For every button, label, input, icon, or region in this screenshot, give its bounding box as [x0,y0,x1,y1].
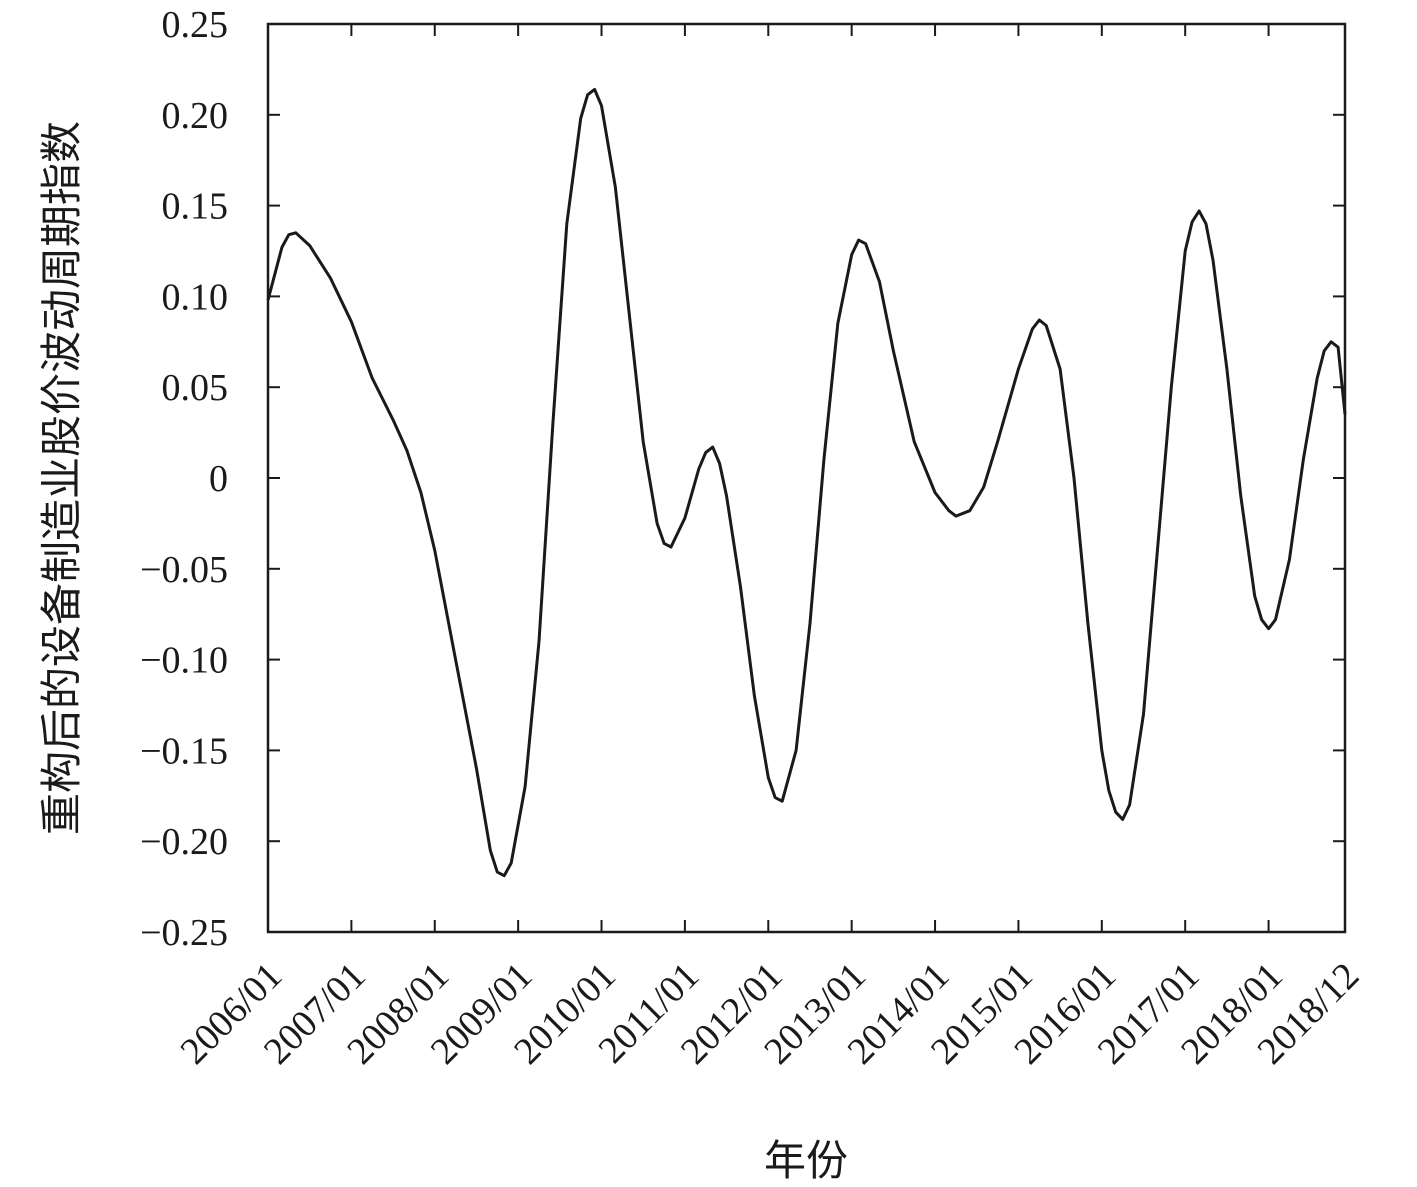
ticks-layer [267,23,1346,933]
plot-frame [266,22,1347,934]
series-layer [266,87,1347,878]
y-tick-label: −0.15 [140,730,228,772]
y-tick-label: 0 [209,458,228,500]
y-tick-label: −0.05 [140,549,228,591]
x-axis-title: 年份 [764,1136,848,1185]
y-tick-label: 0.10 [162,276,229,318]
x-tick-labels: 2006/012007/012008/012009/012010/012011/… [173,955,1368,1073]
y-tick-label: 0.15 [162,186,229,228]
y-tick-label: 0.20 [162,95,229,137]
y-tick-label: −0.10 [140,640,228,682]
series-line [266,87,1347,878]
y-tick-label: 0.05 [162,367,229,409]
y-axis-title: 重构后的设备制造业股价波动周期指数 [37,121,86,835]
y-tick-label: 0.25 [162,4,229,46]
y-tick-labels: 0.25 0.20 0.15 0.10 0.05 0 −0.05 −0.10 −0.15 −0.2… [140,4,228,954]
y-tick-label: −0.20 [140,821,228,863]
y-tick-label: −0.25 [140,912,228,954]
